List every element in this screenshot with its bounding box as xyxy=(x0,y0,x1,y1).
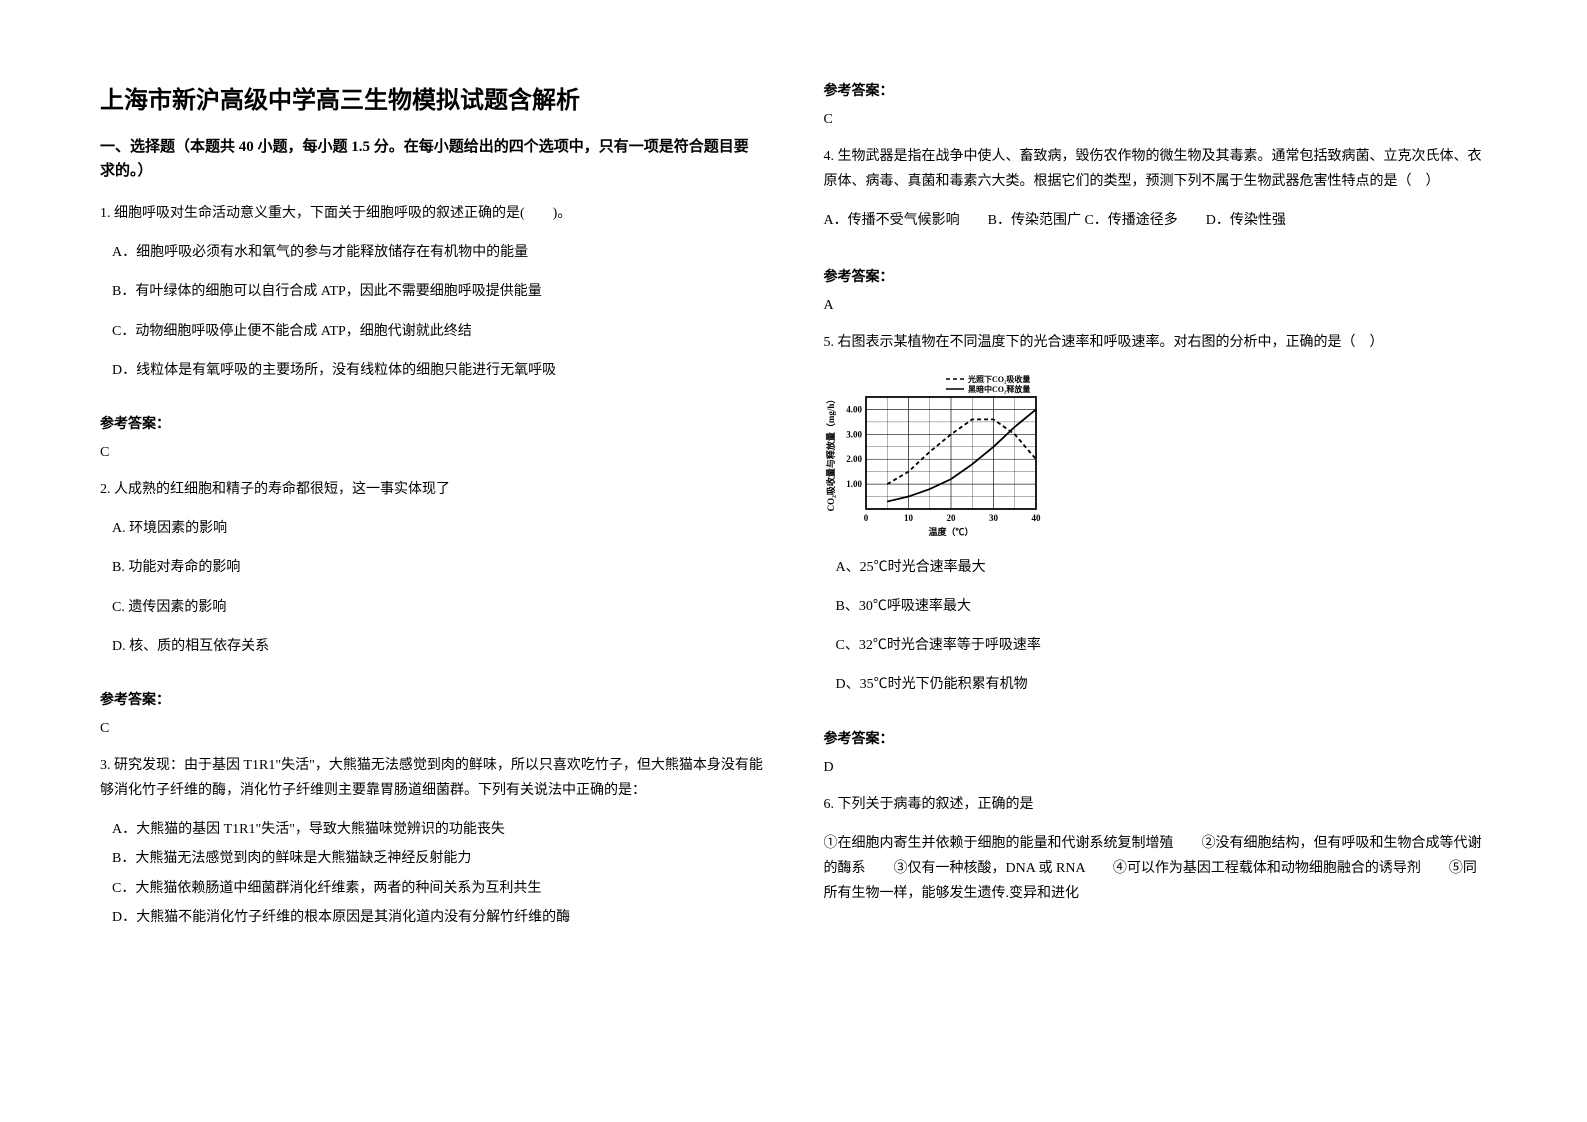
left-column: 上海市新沪高级中学高三生物模拟试题含解析 一、选择题（本题共 40 小题，每小题… xyxy=(100,80,764,1042)
svg-text:10: 10 xyxy=(904,513,914,523)
svg-text:30: 30 xyxy=(989,513,999,523)
q3-answer-label: 参考答案： xyxy=(824,80,1488,100)
svg-text:CO₂吸收量与释放量（mg/h）: CO₂吸收量与释放量（mg/h） xyxy=(825,394,836,511)
svg-text:3.00: 3.00 xyxy=(846,429,862,439)
svg-text:黑暗中CO₂释放量: 黑暗中CO₂释放量 xyxy=(968,384,1030,394)
q2-answer: C xyxy=(100,721,764,737)
svg-text:温度（℃）: 温度（℃） xyxy=(928,526,973,537)
q5-option-b: B、30℃呼吸速率最大 xyxy=(824,594,1488,619)
question-2: 2. 人成熟的红细胞和精子的寿命都很短，这一事实体现了 A. 环境因素的影响 B… xyxy=(100,477,764,673)
svg-text:20: 20 xyxy=(946,513,956,523)
q2-option-a: A. 环境因素的影响 xyxy=(100,516,764,541)
q6-body: ①在细胞内寄生并依赖于细胞的能量和代谢系统复制增殖 ②没有细胞结构，但有呼吸和生… xyxy=(824,831,1488,907)
svg-text:4.00: 4.00 xyxy=(846,404,862,414)
q6-text: 6. 下列关于病毒的叙述，正确的是 xyxy=(824,792,1488,817)
question-3: 3. 研究发现：由于基因 T1R1"失活"，大熊猫无法感觉到肉的鲜味，所以只喜欢… xyxy=(100,753,764,934)
q5-option-a: A、25℃时光合速率最大 xyxy=(824,555,1488,580)
q1-option-a: A．细胞呼吸必须有水和氧气的参与才能释放储存在有机物中的能量 xyxy=(100,240,764,265)
q5-text: 5. 右图表示某植物在不同温度下的光合速率和呼吸速率。对右图的分析中，正确的是（… xyxy=(824,330,1488,355)
q4-options: A．传播不受气候影响 B．传染范围广 C．传播途径多 D．传染性强 xyxy=(824,208,1488,233)
q2-option-d: D. 核、质的相互依存关系 xyxy=(100,634,764,659)
question-6: 6. 下列关于病毒的叙述，正确的是 ①在细胞内寄生并依赖于细胞的能量和代谢系统复… xyxy=(824,792,1488,921)
q1-option-c: C．动物细胞呼吸停止便不能合成 ATP，细胞代谢就此终结 xyxy=(100,319,764,344)
section-header: 一、选择题（本题共 40 小题，每小题 1.5 分。在每小题给出的四个选项中，只… xyxy=(100,135,764,183)
svg-text:光照下CO₂吸收量: 光照下CO₂吸收量 xyxy=(967,374,1030,384)
q5-chart-svg: 0 10 20 30 40 1.00 2.00 3.00 4.00 温度（℃） CO₂吸收量与释放量… xyxy=(824,369,1044,539)
svg-text:40: 40 xyxy=(1031,513,1041,523)
q2-text: 2. 人成熟的红细胞和精子的寿命都很短，这一事实体现了 xyxy=(100,477,764,502)
right-column: 参考答案： C 4. 生物武器是指在战争中使人、畜致病，毁伤农作物的微生物及其毒… xyxy=(824,80,1488,1042)
q1-answer: C xyxy=(100,445,764,461)
q1-answer-label: 参考答案： xyxy=(100,413,764,433)
question-4: 4. 生物武器是指在战争中使人、畜致病，毁伤农作物的微生物及其毒素。通常包括致病… xyxy=(824,144,1488,250)
q3-option-c: C．大熊猫依赖肠道中细菌群消化纤维素，两者的种间关系为互利共生 xyxy=(100,876,764,901)
q1-text: 1. 细胞呼吸对生命活动意义重大，下面关于细胞呼吸的叙述正确的是( )。 xyxy=(100,201,764,226)
svg-text:0: 0 xyxy=(863,513,868,523)
q5-option-d: D、35℃时光下仍能积累有机物 xyxy=(824,672,1488,697)
q5-answer: D xyxy=(824,760,1488,776)
q5-chart: 0 10 20 30 40 1.00 2.00 3.00 4.00 温度（℃） CO₂吸收量与释放量… xyxy=(824,369,1488,539)
svg-text:1.00: 1.00 xyxy=(846,479,862,489)
q5-option-c: C、32℃时光合速率等于呼吸速率 xyxy=(824,633,1488,658)
q2-option-c: C. 遗传因素的影响 xyxy=(100,595,764,620)
q4-text: 4. 生物武器是指在战争中使人、畜致病，毁伤农作物的微生物及其毒素。通常包括致病… xyxy=(824,144,1488,194)
q3-answer: C xyxy=(824,112,1488,128)
q3-option-a: A．大熊猫的基因 T1R1"失活"，导致大熊猫味觉辨识的功能丧失 xyxy=(100,817,764,842)
q3-option-d: D．大熊猫不能消化竹子纤维的根本原因是其消化道内没有分解竹纤维的酶 xyxy=(100,905,764,930)
q1-option-d: D．线粒体是有氧呼吸的主要场所，没有线粒体的细胞只能进行无氧呼吸 xyxy=(100,358,764,383)
q3-option-b: B．大熊猫无法感觉到肉的鲜味是大熊猫缺乏神经反射能力 xyxy=(100,846,764,871)
q4-answer: A xyxy=(824,298,1488,314)
document-title: 上海市新沪高级中学高三生物模拟试题含解析 xyxy=(100,80,764,115)
question-5: 5. 右图表示某植物在不同温度下的光合速率和呼吸速率。对右图的分析中，正确的是（… xyxy=(824,330,1488,712)
q5-answer-label: 参考答案： xyxy=(824,728,1488,748)
q1-option-b: B．有叶绿体的细胞可以自行合成 ATP，因此不需要细胞呼吸提供能量 xyxy=(100,279,764,304)
q2-option-b: B. 功能对寿命的影响 xyxy=(100,555,764,580)
q4-answer-label: 参考答案： xyxy=(824,266,1488,286)
q2-answer-label: 参考答案： xyxy=(100,689,764,709)
q3-text: 3. 研究发现：由于基因 T1R1"失活"，大熊猫无法感觉到肉的鲜味，所以只喜欢… xyxy=(100,753,764,803)
question-1: 1. 细胞呼吸对生命活动意义重大，下面关于细胞呼吸的叙述正确的是( )。 A．细… xyxy=(100,201,764,397)
svg-text:2.00: 2.00 xyxy=(846,454,862,464)
